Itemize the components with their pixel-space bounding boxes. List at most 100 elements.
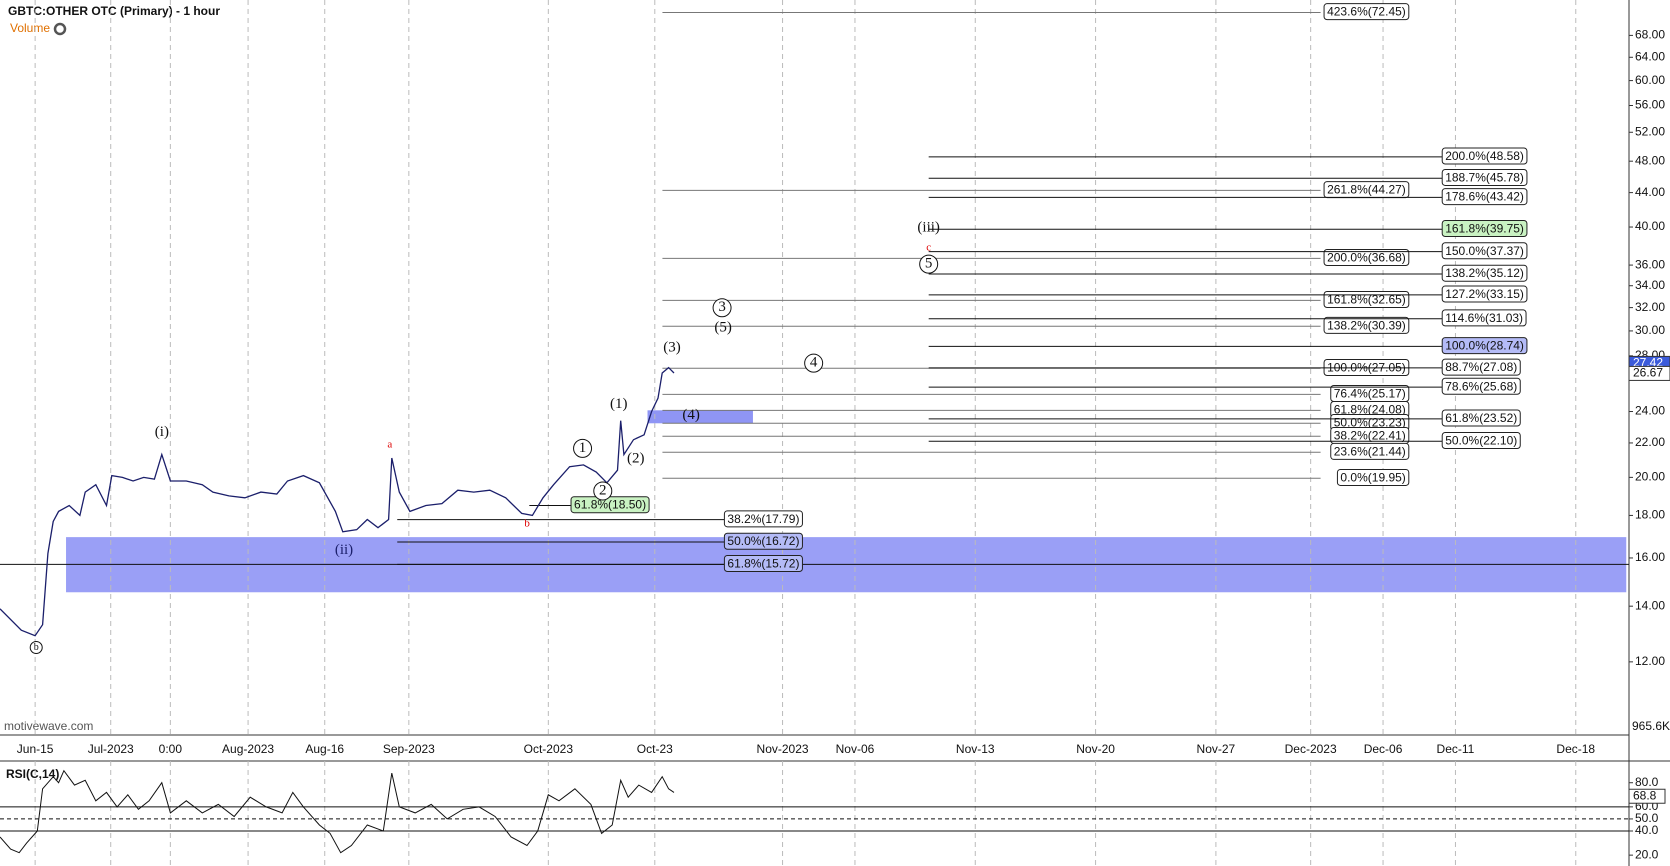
x-tick-label: Nov-2023 [757,742,809,756]
fib-label-box [1441,188,1528,206]
y-tick-label: 30.00 [1635,323,1665,337]
fib-label-box [1441,431,1521,449]
fib-label: 61.8%(23.52) [1441,409,1521,427]
fib-label-text: 188.7%(45.78) [1445,170,1524,184]
x-tick-label: Sep-2023 [383,742,435,756]
rsi-tick-label: 50.0 [1635,811,1659,825]
fib-label-box [1441,377,1521,395]
rsi-title: RSI(C,14) [6,767,59,781]
chart-title: GBTC:OTHER OTC (Primary) - 1 hour [8,4,220,18]
wave-label: 2 [599,482,607,498]
fib-label-text: 50.0%(22.10) [1445,433,1517,447]
fib-label-text: 100.0%(28.74) [1445,339,1524,353]
x-tick-label: Dec-11 [1437,742,1475,756]
fib-label: 76.4%(25.17) [1330,384,1410,402]
y-tick-label: 34.00 [1635,278,1665,292]
fib-label-text: 50.0%(16.72) [727,534,799,548]
wave-label: 5 [925,256,933,272]
fib-label-box [1441,147,1528,165]
fib-label-text: 61.8%(23.52) [1445,411,1517,425]
fib-label-box [1330,442,1410,460]
wave-circle [29,641,43,655]
y-tick-label: 14.00 [1635,598,1665,612]
rsi-current-box [1628,788,1666,804]
wave-label: 4 [810,355,818,371]
fib-label-box [1441,285,1528,303]
fib-label-text: 61.8%(15.72) [727,557,799,571]
fib-zone [647,410,753,424]
fib-label: 161.8%(39.75) [1441,219,1528,237]
fib-label: 50.0%(16.72) [723,532,803,550]
y-tick-label: 44.00 [1635,185,1665,199]
fib-label: 78.6%(25.68) [1441,377,1521,395]
y-tick-label: 40.00 [1635,219,1665,233]
fib-label: 150.0%(37.37) [1441,242,1528,260]
fib-label-text: 138.2%(35.12) [1445,266,1524,280]
fib-label-box [723,555,803,573]
x-tick-label: Oct-23 [637,742,673,756]
volume-label: Volume [10,21,50,35]
y-tick-label: 18.00 [1635,508,1665,522]
y-tick-label: 36.00 [1635,257,1665,271]
fib-label-text: 38.2%(17.79) [727,512,799,526]
fib-label-text: 138.2%(30.39) [1327,318,1406,332]
fib-label: 127.2%(33.15) [1441,285,1528,303]
fib-label-box [1441,337,1528,355]
rsi-current-label: 68.8 [1633,788,1657,802]
fib-label: 423.6%(72.45) [1323,3,1410,21]
wave-label: 1 [579,440,587,456]
y-tick-label: 64.00 [1635,49,1665,63]
wave-label: (ii) [335,542,353,558]
y-tick-label: 32.00 [1635,300,1665,314]
wave-circle [573,438,593,458]
fib-label-box [1441,219,1528,237]
fib-label-box [723,532,803,550]
y-tick-label: 12.00 [1635,654,1665,668]
fib-label: 261.8%(44.27) [1323,181,1410,199]
wave-label: (3) [663,340,681,356]
fib-label: 61.8%(24.08) [1330,400,1410,418]
y-tick-label: 60.00 [1635,73,1665,87]
fib-label: 38.2%(17.79) [723,510,803,528]
fib-label: 88.7%(27.08) [1441,358,1521,376]
fib-label-box [1336,468,1410,486]
fib-label-text: 78.6%(25.68) [1445,379,1517,393]
fib-label-text: 200.0%(36.68) [1327,250,1406,264]
fib-label-box [1323,316,1410,334]
x-tick-label: Jul-2023 [88,742,134,756]
settings-icon[interactable] [53,22,67,36]
fib-label-box [1441,264,1528,282]
fib-label-text: 38.2%(22.41) [1334,428,1406,442]
fib-label-text: 161.8%(32.65) [1327,293,1406,307]
fib-label-text: 114.6%(31.03) [1445,311,1523,325]
fib-label: 200.0%(36.68) [1323,248,1410,266]
fib-label-text: 88.7%(27.08) [1445,360,1517,374]
fib-label: 188.7%(45.78) [1441,168,1528,186]
y-tick-label: 24.00 [1635,404,1665,418]
fib-label-text: 161.8%(39.75) [1445,221,1524,235]
fib-label: 61.8%(18.50) [570,496,650,514]
price-label: 26.67 [1633,366,1663,380]
x-tick-label: Aug-16 [305,742,344,756]
y-tick-label: 52.00 [1635,124,1665,138]
fib-label-box [1323,291,1410,309]
fib-label-text: 200.0%(48.58) [1445,149,1524,163]
x-tick-label: Aug-2023 [222,742,274,756]
fib-label: 50.0%(22.10) [1441,431,1521,449]
fib-label-text: 61.8%(24.08) [1334,402,1406,416]
wave-label: c [926,242,931,254]
x-tick-label: Nov-27 [1197,742,1236,756]
wave-label: 3 [718,299,726,315]
x-tick-label: Nov-13 [956,742,995,756]
fib-label: 178.6%(43.42) [1441,188,1528,206]
fib-label-box [723,510,803,528]
wave-label: (1) [610,396,628,412]
fib-label-text: 423.6%(72.45) [1327,5,1406,19]
fib-label-text: 76.4%(25.17) [1334,386,1406,400]
wave-label: b [34,642,39,653]
fib-label: 100.0%(28.74) [1441,337,1528,355]
fib-label: 161.8%(32.65) [1323,291,1410,309]
rsi-tick-label: 80.0 [1635,775,1659,789]
wave-circle [593,481,613,501]
y-tick-label: 16.00 [1635,550,1665,564]
